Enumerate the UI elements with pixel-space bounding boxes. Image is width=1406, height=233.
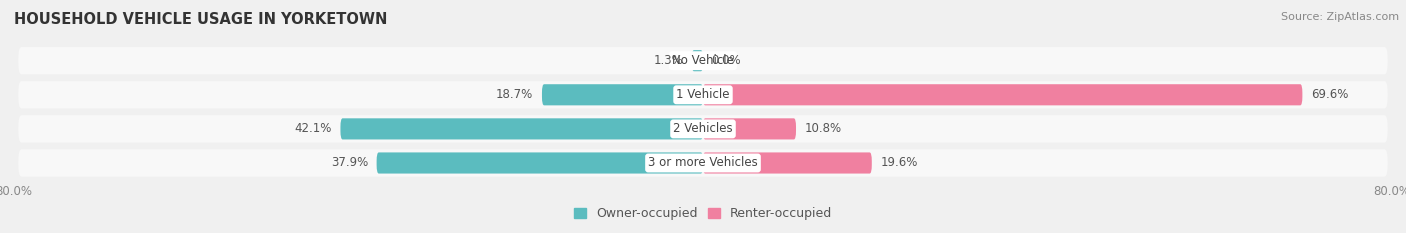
Text: 69.6%: 69.6% xyxy=(1310,88,1348,101)
FancyBboxPatch shape xyxy=(18,115,1388,143)
FancyBboxPatch shape xyxy=(18,149,1388,177)
FancyBboxPatch shape xyxy=(18,81,1388,108)
FancyBboxPatch shape xyxy=(703,84,1302,105)
Legend: Owner-occupied, Renter-occupied: Owner-occupied, Renter-occupied xyxy=(574,207,832,220)
Text: HOUSEHOLD VEHICLE USAGE IN YORKETOWN: HOUSEHOLD VEHICLE USAGE IN YORKETOWN xyxy=(14,12,388,27)
Text: 18.7%: 18.7% xyxy=(496,88,533,101)
Text: 19.6%: 19.6% xyxy=(880,157,918,169)
Text: 3 or more Vehicles: 3 or more Vehicles xyxy=(648,157,758,169)
FancyBboxPatch shape xyxy=(692,50,703,71)
Text: 1 Vehicle: 1 Vehicle xyxy=(676,88,730,101)
Text: 37.9%: 37.9% xyxy=(330,157,368,169)
FancyBboxPatch shape xyxy=(703,118,796,140)
Text: Source: ZipAtlas.com: Source: ZipAtlas.com xyxy=(1281,12,1399,22)
Text: 42.1%: 42.1% xyxy=(294,122,332,135)
Text: 2 Vehicles: 2 Vehicles xyxy=(673,122,733,135)
Text: No Vehicle: No Vehicle xyxy=(672,54,734,67)
Text: 1.3%: 1.3% xyxy=(654,54,683,67)
Text: 10.8%: 10.8% xyxy=(804,122,842,135)
FancyBboxPatch shape xyxy=(377,152,703,174)
FancyBboxPatch shape xyxy=(703,152,872,174)
FancyBboxPatch shape xyxy=(18,47,1388,74)
Text: 0.0%: 0.0% xyxy=(711,54,741,67)
FancyBboxPatch shape xyxy=(340,118,703,140)
FancyBboxPatch shape xyxy=(541,84,703,105)
